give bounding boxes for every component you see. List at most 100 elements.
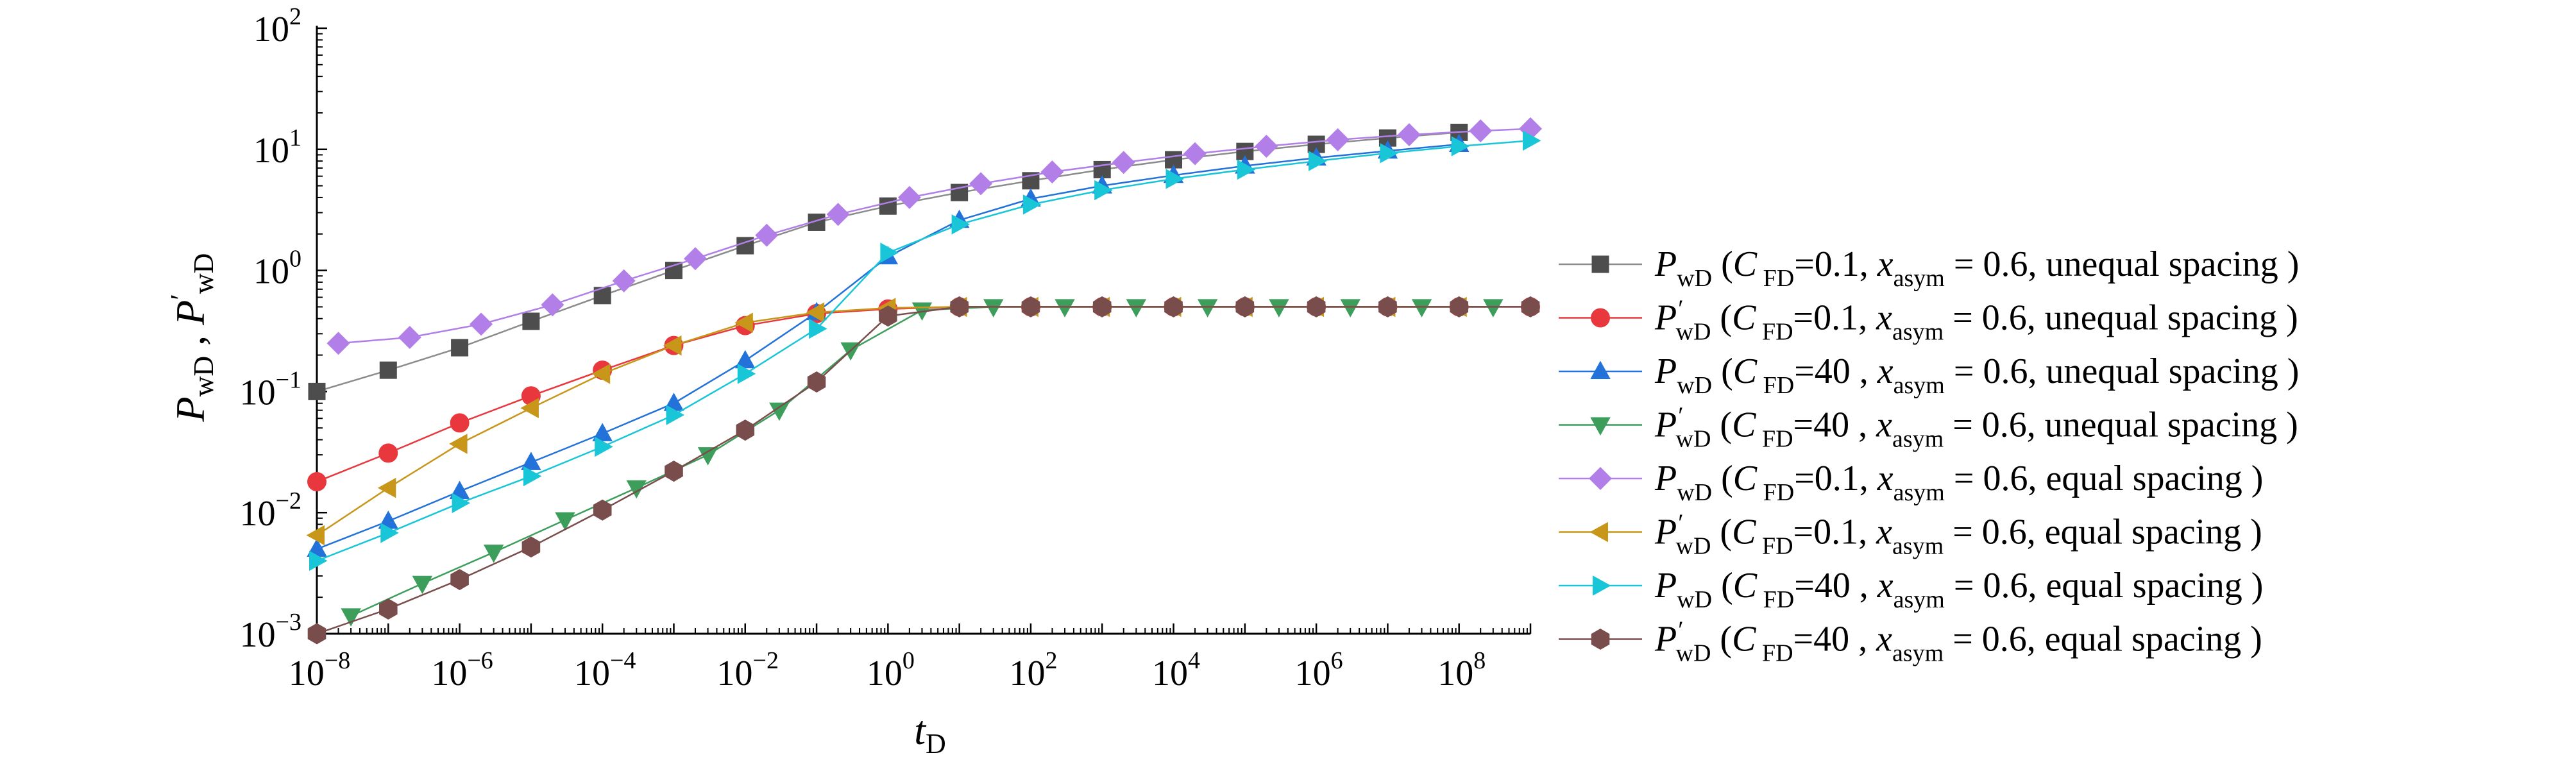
series-4-point bbox=[697, 447, 718, 466]
legend-entry-7: PwD (C FD=40 , xasym = 0.6, equal spacin… bbox=[1559, 566, 2263, 613]
legend-entry-4: P′ wD (C FD=40 , xasym = 0.6, unequal spa… bbox=[1559, 403, 2298, 453]
legend-entry-5: PwD (C FD=0.1, xasym = 0.6, equal spacin… bbox=[1559, 459, 2263, 506]
x-axis-label: tD bbox=[914, 707, 946, 759]
series-6-point bbox=[663, 335, 682, 356]
series-4-line bbox=[350, 306, 1493, 617]
y-axis-label: PwD , P′wD bbox=[165, 253, 219, 423]
series-5-point bbox=[755, 223, 779, 247]
series-5 bbox=[326, 117, 1542, 355]
series-5-point bbox=[1255, 135, 1278, 158]
series-4 bbox=[341, 299, 1504, 627]
series-3-point bbox=[592, 423, 613, 441]
series-5-point bbox=[1469, 119, 1493, 142]
series-7-point bbox=[1380, 143, 1398, 164]
series-layer bbox=[306, 117, 1542, 645]
legend-marker bbox=[1590, 417, 1611, 436]
series-6-point bbox=[734, 312, 753, 333]
x-tick-label: 100 bbox=[867, 647, 915, 693]
series-8-point bbox=[1092, 296, 1112, 318]
series-7-point bbox=[1523, 130, 1541, 151]
series-1-point bbox=[522, 312, 540, 330]
series-7-line bbox=[316, 139, 1531, 562]
legend-label: P′ wD (C FD=40 , xasym = 0.6, unequal spa… bbox=[1654, 403, 2298, 453]
legend-marker bbox=[1591, 255, 1609, 273]
series-8-point bbox=[1521, 296, 1540, 318]
series-8-point bbox=[379, 598, 398, 620]
legend-marker bbox=[1591, 629, 1610, 650]
series-7-point bbox=[595, 436, 613, 457]
series-8-point bbox=[807, 371, 826, 393]
series-5-point bbox=[326, 332, 350, 355]
y-tick-label: 10−1 bbox=[240, 366, 301, 412]
series-3-point bbox=[735, 350, 756, 369]
x-tick-label: 108 bbox=[1437, 647, 1486, 693]
series-7-point bbox=[880, 242, 899, 263]
y-tick-label: 100 bbox=[253, 246, 301, 292]
legend-entry-1: PwD (C FD=0.1, xasym = 0.6, unequal spac… bbox=[1559, 244, 2299, 292]
legend-label: P′ wD (C FD=0.1, xasym = 0.6, equal spaci… bbox=[1654, 510, 2262, 560]
series-4-point bbox=[1340, 299, 1360, 318]
series-5-point bbox=[470, 312, 493, 336]
series-4-point bbox=[1269, 299, 1289, 318]
x-tick-label: 10−6 bbox=[431, 647, 493, 693]
series-2-point bbox=[307, 472, 326, 492]
series-4-point bbox=[341, 608, 361, 627]
series-8-point bbox=[1378, 296, 1397, 318]
series-8-point bbox=[879, 305, 897, 327]
series-1-point bbox=[308, 382, 326, 400]
series-5-point bbox=[1112, 151, 1135, 174]
series-4-point bbox=[983, 299, 1004, 318]
x-tick-label: 106 bbox=[1295, 647, 1343, 693]
series-4-point bbox=[483, 545, 504, 563]
series-8-point bbox=[665, 461, 683, 482]
series-7-point bbox=[809, 318, 827, 339]
series-7-point bbox=[1165, 169, 1184, 189]
legend-marker bbox=[1593, 575, 1611, 596]
series-5-point bbox=[1397, 123, 1421, 146]
series-7 bbox=[309, 130, 1541, 572]
y-tick-label: 10−2 bbox=[240, 487, 301, 534]
series-6-point bbox=[449, 434, 468, 454]
series-8-point bbox=[450, 569, 469, 591]
series-6-point bbox=[806, 302, 825, 323]
series-8-point bbox=[521, 536, 541, 558]
legend-label: P′ wD (C FD=40 , xasym = 0.6, equal spaci… bbox=[1654, 617, 2262, 667]
series-4-point bbox=[1483, 299, 1504, 318]
legend-label: P′ wD (C FD=0.1, xasym = 0.6, unequal spa… bbox=[1654, 296, 2298, 346]
series-8-point bbox=[593, 499, 612, 521]
y-tick-label: 101 bbox=[253, 124, 301, 171]
axes-layer: 10−8 10−6 10−4 10−2 100 102 104 106 108 10−3 10−2 1… bbox=[165, 3, 1532, 759]
y-tick-label: 10−3 bbox=[240, 609, 301, 655]
x-tick-label: 102 bbox=[1009, 647, 1057, 693]
series-8-point bbox=[950, 296, 969, 318]
series-7-point bbox=[1022, 194, 1042, 215]
series-5-point bbox=[1326, 128, 1350, 151]
legend-entry-6: P′ wD (C FD=0.1, xasym = 0.6, equal spaci… bbox=[1559, 510, 2262, 560]
series-7-point bbox=[951, 214, 970, 235]
series-7-point bbox=[523, 466, 542, 487]
series-7-point bbox=[737, 364, 756, 384]
series-7-point bbox=[1451, 136, 1470, 157]
legend-label: PwD (C FD=40 , xasym = 0.6, equal spacin… bbox=[1654, 566, 2263, 613]
series-4-point bbox=[769, 402, 790, 421]
series-1-point bbox=[451, 339, 469, 357]
series-6-line bbox=[316, 306, 1459, 536]
legend: PwD (C FD=0.1, xasym = 0.6, unequal spac… bbox=[1559, 244, 2299, 667]
x-tick-label: 104 bbox=[1152, 647, 1200, 693]
series-8-point bbox=[1450, 296, 1468, 318]
series-1-point bbox=[379, 361, 397, 379]
series-3-point bbox=[521, 452, 541, 470]
series-5-point bbox=[398, 326, 421, 349]
legend-entry-3: PwD (C FD=40 , xasym = 0.6, unequal spac… bbox=[1559, 351, 2299, 399]
series-2-point bbox=[450, 413, 470, 433]
series-5-point bbox=[541, 293, 564, 317]
x-tick-label: 10−2 bbox=[717, 647, 779, 693]
legend-label: PwD (C FD=40 , xasym = 0.6, unequal spac… bbox=[1654, 351, 2299, 399]
series-8-point bbox=[736, 419, 755, 441]
x-tick-label: 10−4 bbox=[574, 647, 636, 693]
series-8-point bbox=[1021, 296, 1040, 318]
series-5-point bbox=[969, 172, 993, 196]
series-1-point bbox=[879, 197, 897, 215]
